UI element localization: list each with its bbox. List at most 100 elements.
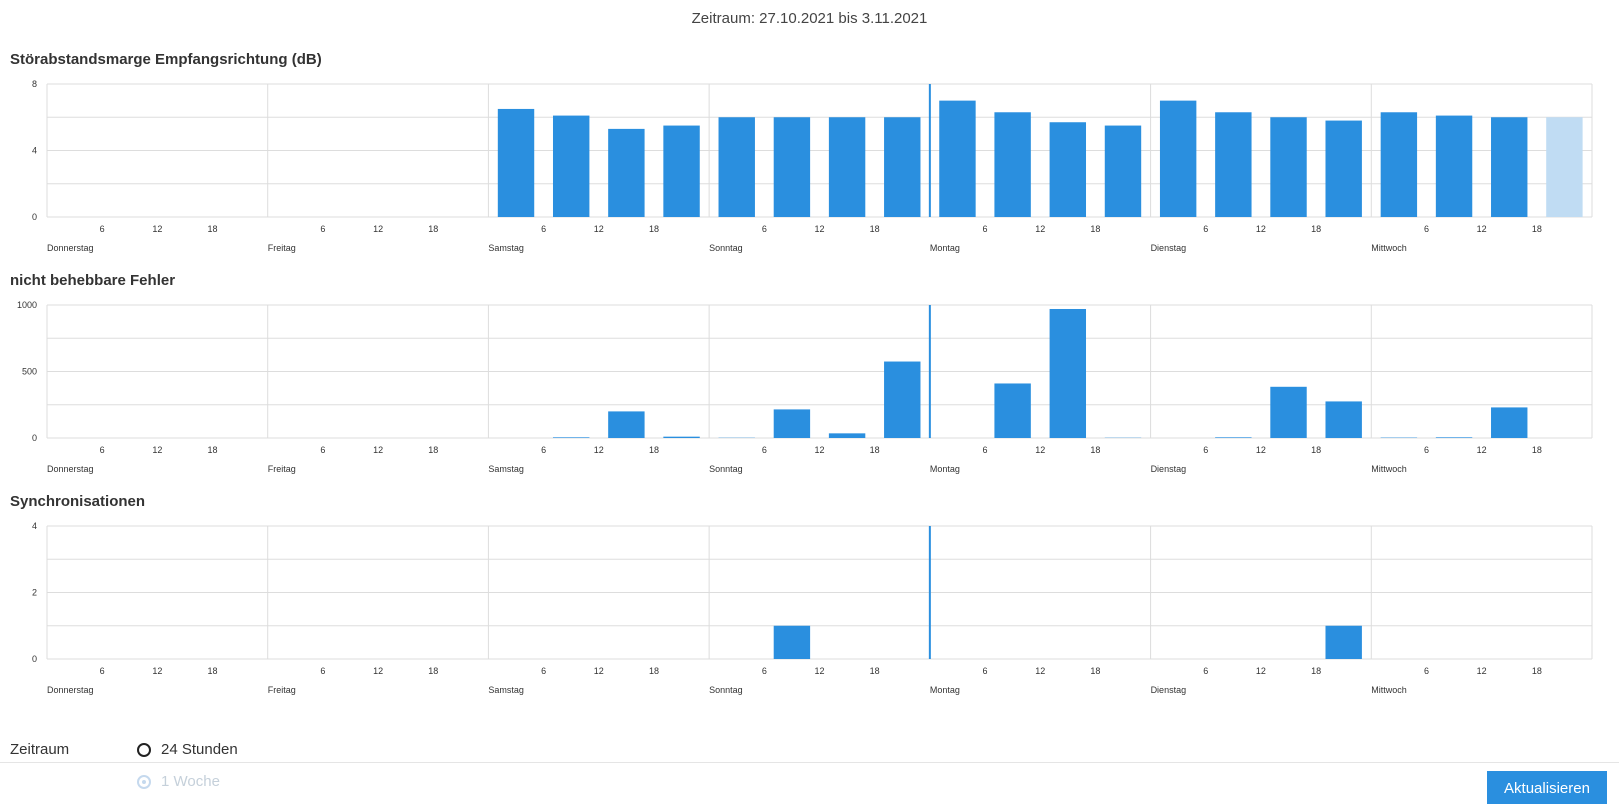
data-bar: [828, 117, 866, 217]
radio-24h-icon[interactable]: [137, 742, 151, 757]
x-hour-tick-label: 18: [649, 445, 659, 455]
data-bar: [1270, 117, 1307, 217]
x-hour-tick-label: 12: [1477, 224, 1487, 234]
x-hour-tick-label: 12: [1256, 224, 1266, 234]
data-bar: [1270, 386, 1307, 438]
data-bar: [773, 117, 811, 217]
data-bar: [1215, 437, 1252, 438]
x-hour-tick-label: 12: [373, 666, 383, 676]
period-label: Zeitraum: [10, 741, 70, 758]
chart-title-synchronizations: Synchronisationen: [10, 493, 146, 510]
x-hour-tick-label: 12: [594, 666, 604, 676]
x-hour-tick-label: 6: [1424, 445, 1429, 455]
x-hour-tick-label: 6: [762, 445, 767, 455]
x-hour-tick-label: 6: [762, 224, 767, 234]
x-hour-tick-label: 12: [814, 666, 824, 676]
update-button[interactable]: Aktualisieren: [1487, 771, 1607, 804]
x-hour-tick-label: 18: [1090, 224, 1100, 234]
chart-snr-margin: 0 4 8 6 12 18 Donnerstag 6 12 18 Freitag 6 12 18 Samst…: [32, 79, 1593, 253]
x-hour-tick-label: 18: [428, 445, 438, 455]
data-bar: [608, 411, 645, 438]
data-bar: [552, 115, 590, 217]
radio-24h-label: 24 Stunden: [161, 741, 238, 758]
x-hour-tick-label: 12: [1477, 666, 1487, 676]
x-hour-tick-label: 6: [1424, 666, 1429, 676]
x-hour-tick-label: 6: [541, 224, 546, 234]
x-hour-tick-label: 6: [1203, 445, 1208, 455]
data-bar: [718, 117, 755, 217]
x-hour-tick-label: 18: [1532, 224, 1542, 234]
x-hour-tick-label: 12: [1035, 224, 1045, 234]
data-bar: [1104, 125, 1142, 217]
x-day-label: Samstag: [488, 685, 524, 695]
y-tick-label: 500: [22, 367, 37, 377]
x-hour-tick-label: 12: [814, 224, 824, 234]
x-hour-tick-label: 18: [870, 445, 880, 455]
y-tick-label: 4: [32, 521, 37, 531]
chart-uncorrectable-errors: 0 500 1000 6 12 18 Donnerstag 6 12 18 Freitag 6 12 18…: [17, 300, 1593, 474]
x-day-label: Donnerstag: [47, 243, 94, 253]
x-day-label: Freitag: [268, 243, 296, 253]
x-hour-tick-label: 6: [320, 666, 325, 676]
y-tick-label: 0: [32, 433, 37, 443]
x-hour-tick-label: 6: [100, 445, 105, 455]
x-day-label: Donnerstag: [47, 685, 94, 695]
x-hour-tick-label: 12: [1035, 445, 1045, 455]
x-day-label: Mittwoch: [1371, 685, 1407, 695]
data-bar: [1380, 112, 1418, 217]
data-bar: [1546, 117, 1583, 217]
y-tick-label: 8: [32, 79, 37, 89]
data-bar: [994, 112, 1031, 217]
data-bar: [1049, 308, 1087, 438]
radio-option-1week: 1 Woche: [137, 773, 220, 790]
x-day-label: Mittwoch: [1371, 243, 1407, 253]
y-tick-label: 0: [32, 212, 37, 222]
data-bar: [663, 125, 700, 217]
data-bar: [1049, 122, 1087, 217]
data-bar: [828, 433, 866, 438]
date-range-title: Zeitraum: 27.10.2021 bis 3.11.2021: [691, 10, 928, 27]
radio-option-24h[interactable]: 24 Stunden: [137, 741, 238, 758]
x-hour-tick-label: 6: [1203, 224, 1208, 234]
data-bar: [1215, 112, 1252, 217]
x-day-label: Mittwoch: [1371, 464, 1407, 474]
x-hour-tick-label: 12: [1477, 445, 1487, 455]
x-hour-tick-label: 18: [428, 224, 438, 234]
x-hour-tick-label: 6: [320, 445, 325, 455]
radio-1week-icon: [137, 774, 151, 789]
x-hour-tick-label: 18: [870, 224, 880, 234]
x-hour-tick-label: 18: [1311, 224, 1321, 234]
x-hour-tick-label: 6: [1203, 666, 1208, 676]
x-hour-tick-label: 6: [541, 666, 546, 676]
data-bar: [1435, 115, 1473, 217]
x-hour-tick-label: 18: [649, 666, 659, 676]
chart-title-snr-margin: Störabstandsmarge Empfangsrichtung (dB): [10, 51, 322, 68]
x-hour-tick-label: 12: [152, 445, 162, 455]
x-day-label: Samstag: [488, 243, 524, 253]
x-hour-tick-label: 6: [762, 666, 767, 676]
x-hour-tick-label: 18: [1090, 666, 1100, 676]
x-hour-tick-label: 12: [152, 224, 162, 234]
x-hour-tick-label: 12: [1256, 445, 1266, 455]
x-hour-tick-label: 6: [1424, 224, 1429, 234]
x-hour-tick-label: 18: [1311, 445, 1321, 455]
x-day-label: Montag: [930, 685, 960, 695]
x-hour-tick-label: 12: [814, 445, 824, 455]
x-hour-tick-label: 12: [373, 224, 383, 234]
x-hour-tick-label: 12: [373, 445, 383, 455]
x-hour-tick-label: 18: [208, 666, 218, 676]
data-bar: [1325, 625, 1362, 659]
x-hour-tick-label: 18: [870, 666, 880, 676]
x-day-label: Montag: [930, 243, 960, 253]
x-hour-tick-label: 18: [1532, 666, 1542, 676]
x-hour-tick-label: 12: [152, 666, 162, 676]
data-bar: [663, 436, 700, 438]
y-tick-label: 1000: [17, 300, 37, 310]
y-tick-label: 2: [32, 588, 37, 598]
data-bar: [1491, 407, 1528, 438]
x-day-label: Dienstag: [1151, 243, 1187, 253]
x-day-label: Samstag: [488, 464, 524, 474]
x-day-label: Donnerstag: [47, 464, 94, 474]
footer-divider: [0, 762, 1619, 763]
x-hour-tick-label: 6: [541, 445, 546, 455]
